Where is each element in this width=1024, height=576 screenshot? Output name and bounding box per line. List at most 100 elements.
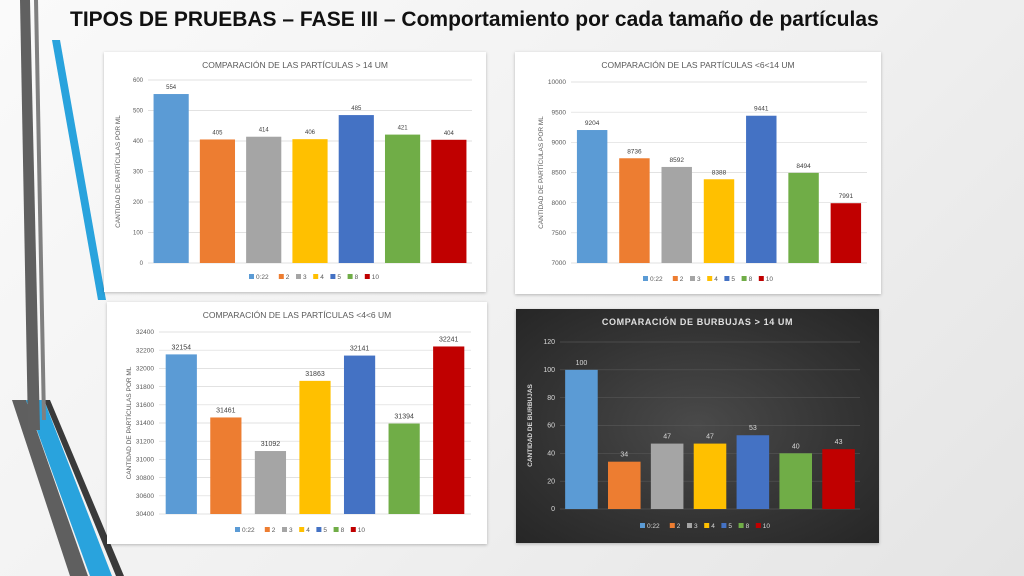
stripe-blue-long <box>52 40 106 300</box>
legend-label: 10 <box>766 276 774 283</box>
bar-8 <box>779 453 812 509</box>
legend-swatch <box>640 523 645 528</box>
legend-swatch <box>264 527 270 532</box>
y-axis-label: CANTIDAD DE PARTÍCULAS POR ML <box>124 366 133 479</box>
legend-label: 8 <box>341 527 345 534</box>
y-tick-label: 8000 <box>552 200 567 207</box>
legend-swatch <box>690 276 695 281</box>
legend-label: 0:22 <box>256 274 269 281</box>
bar-2 <box>608 461 641 509</box>
y-axis-label: CANTIDAD DE BURBUJAS <box>527 383 534 466</box>
legend-swatch <box>299 527 305 532</box>
legend-swatch <box>313 274 319 279</box>
legend-label: 5 <box>728 523 732 530</box>
y-tick-label: 31800 <box>136 384 154 391</box>
bar-0:22 <box>165 354 197 514</box>
chart-title: COMPARACIÓN DE LAS PARTÍCULAS <4<6 UM <box>203 310 391 320</box>
y-tick-label: 7500 <box>552 230 567 237</box>
data-label: 32141 <box>350 346 370 353</box>
chart-title: COMPARACIÓN DE LAS PARTÍCULAS > 14 UM <box>202 60 388 70</box>
legend-swatch <box>707 276 713 281</box>
stripe-dark <box>12 400 88 576</box>
legend-label: 8 <box>749 276 753 283</box>
legend-swatch <box>643 276 648 281</box>
stripe-dark-long <box>20 0 40 430</box>
bar-5 <box>343 355 376 514</box>
data-label: 421 <box>398 126 409 132</box>
chart-particles-over-14um: COMPARACIÓN DE LAS PARTÍCULAS > 14 UM 0 10… <box>104 52 486 292</box>
stripe-grey <box>44 400 124 576</box>
y-tick-label: 0 <box>551 506 555 513</box>
data-label: 8388 <box>712 169 727 176</box>
y-axis-label: CANTIDAD DE PARTÍCULAS POR ML <box>536 116 545 229</box>
data-label: 53 <box>749 425 757 432</box>
bar-10 <box>822 449 855 509</box>
bar-0:22 <box>565 369 598 509</box>
bar-4 <box>292 139 328 263</box>
chart-title: COMPARACIÓN DE LAS PARTÍCULAS <6<14 UM <box>601 60 794 70</box>
legend-swatch <box>296 274 301 279</box>
legend-swatch <box>364 274 370 279</box>
legend-swatch <box>724 276 730 281</box>
legend-swatch <box>738 523 744 528</box>
chart-svg: COMPARACIÓN DE LAS PARTÍCULAS <4<6 UM 304… <box>124 310 471 534</box>
y-tick-label: 200 <box>133 200 144 206</box>
y-tick-label: 100 <box>133 231 144 237</box>
bar-4 <box>693 443 727 509</box>
data-label: 43 <box>835 439 843 446</box>
y-tick-label: 9000 <box>552 140 567 147</box>
bar-3 <box>661 166 692 263</box>
data-label: 405 <box>212 130 223 136</box>
legend-swatch <box>249 274 254 279</box>
y-tick-label: 400 <box>133 139 144 145</box>
data-label: 32241 <box>439 336 459 343</box>
legend-swatch <box>316 527 322 532</box>
legend-label: 2 <box>680 276 684 283</box>
chart-svg: COMPARACIÓN DE BURBUJAS > 14 UM020406080… <box>527 316 860 530</box>
data-label: 7991 <box>839 193 854 200</box>
legend-label: 3 <box>694 523 698 530</box>
chart-svg: COMPARACIÓN DE LAS PARTÍCULAS > 14 UM 0 10… <box>113 60 472 281</box>
y-tick-label: 30400 <box>136 511 154 518</box>
bar-2 <box>619 158 650 263</box>
y-tick-label: 0 <box>140 261 144 267</box>
legend-label: 8 <box>746 523 750 530</box>
legend-swatch <box>235 527 240 532</box>
y-tick-label: 32000 <box>136 366 154 373</box>
legend-label: 2 <box>677 523 681 530</box>
legend-label: 4 <box>711 523 715 530</box>
y-tick-label: 32400 <box>136 329 154 336</box>
data-label: 34 <box>620 452 628 459</box>
legend-label: 10 <box>763 523 771 530</box>
legend-label: 4 <box>306 527 310 534</box>
legend-swatch <box>330 274 336 279</box>
legend-label: 5 <box>323 527 327 534</box>
y-tick-label: 31000 <box>136 457 154 464</box>
legend-swatch <box>350 527 356 532</box>
chart-bubbles-over-14um: COMPARACIÓN DE BURBUJAS > 14 UM 0 20 40 60 80… <box>516 309 879 543</box>
legend-swatch <box>721 523 727 528</box>
y-tick-label: 100 <box>543 367 555 374</box>
data-label: 47 <box>706 434 714 441</box>
legend-label: 3 <box>697 276 701 283</box>
legend-swatch <box>669 523 675 528</box>
y-tick-label: 30600 <box>136 493 154 500</box>
y-tick-label: 7000 <box>552 260 567 267</box>
legend-label: 8 <box>355 274 359 281</box>
bar-5 <box>736 435 770 509</box>
legend-swatch <box>687 523 692 528</box>
legend-label: 4 <box>320 274 324 281</box>
y-tick-label: 40 <box>547 451 555 458</box>
y-axis-label: CANTIDAD DE PARTÍCULAS POR ML <box>113 115 122 228</box>
data-label: 485 <box>351 106 362 112</box>
bar-8 <box>388 423 420 514</box>
data-label: 414 <box>259 128 270 134</box>
y-tick-label: 31200 <box>136 438 154 445</box>
chart-particles-6-14um: COMPARACIÓN DE LAS PARTÍCULAS <6<14 UM 70… <box>515 52 881 294</box>
data-label: 47 <box>663 434 671 441</box>
legend-label: 2 <box>272 527 276 534</box>
bar-8 <box>384 134 421 263</box>
data-label: 406 <box>305 130 316 136</box>
legend-swatch <box>758 276 764 281</box>
